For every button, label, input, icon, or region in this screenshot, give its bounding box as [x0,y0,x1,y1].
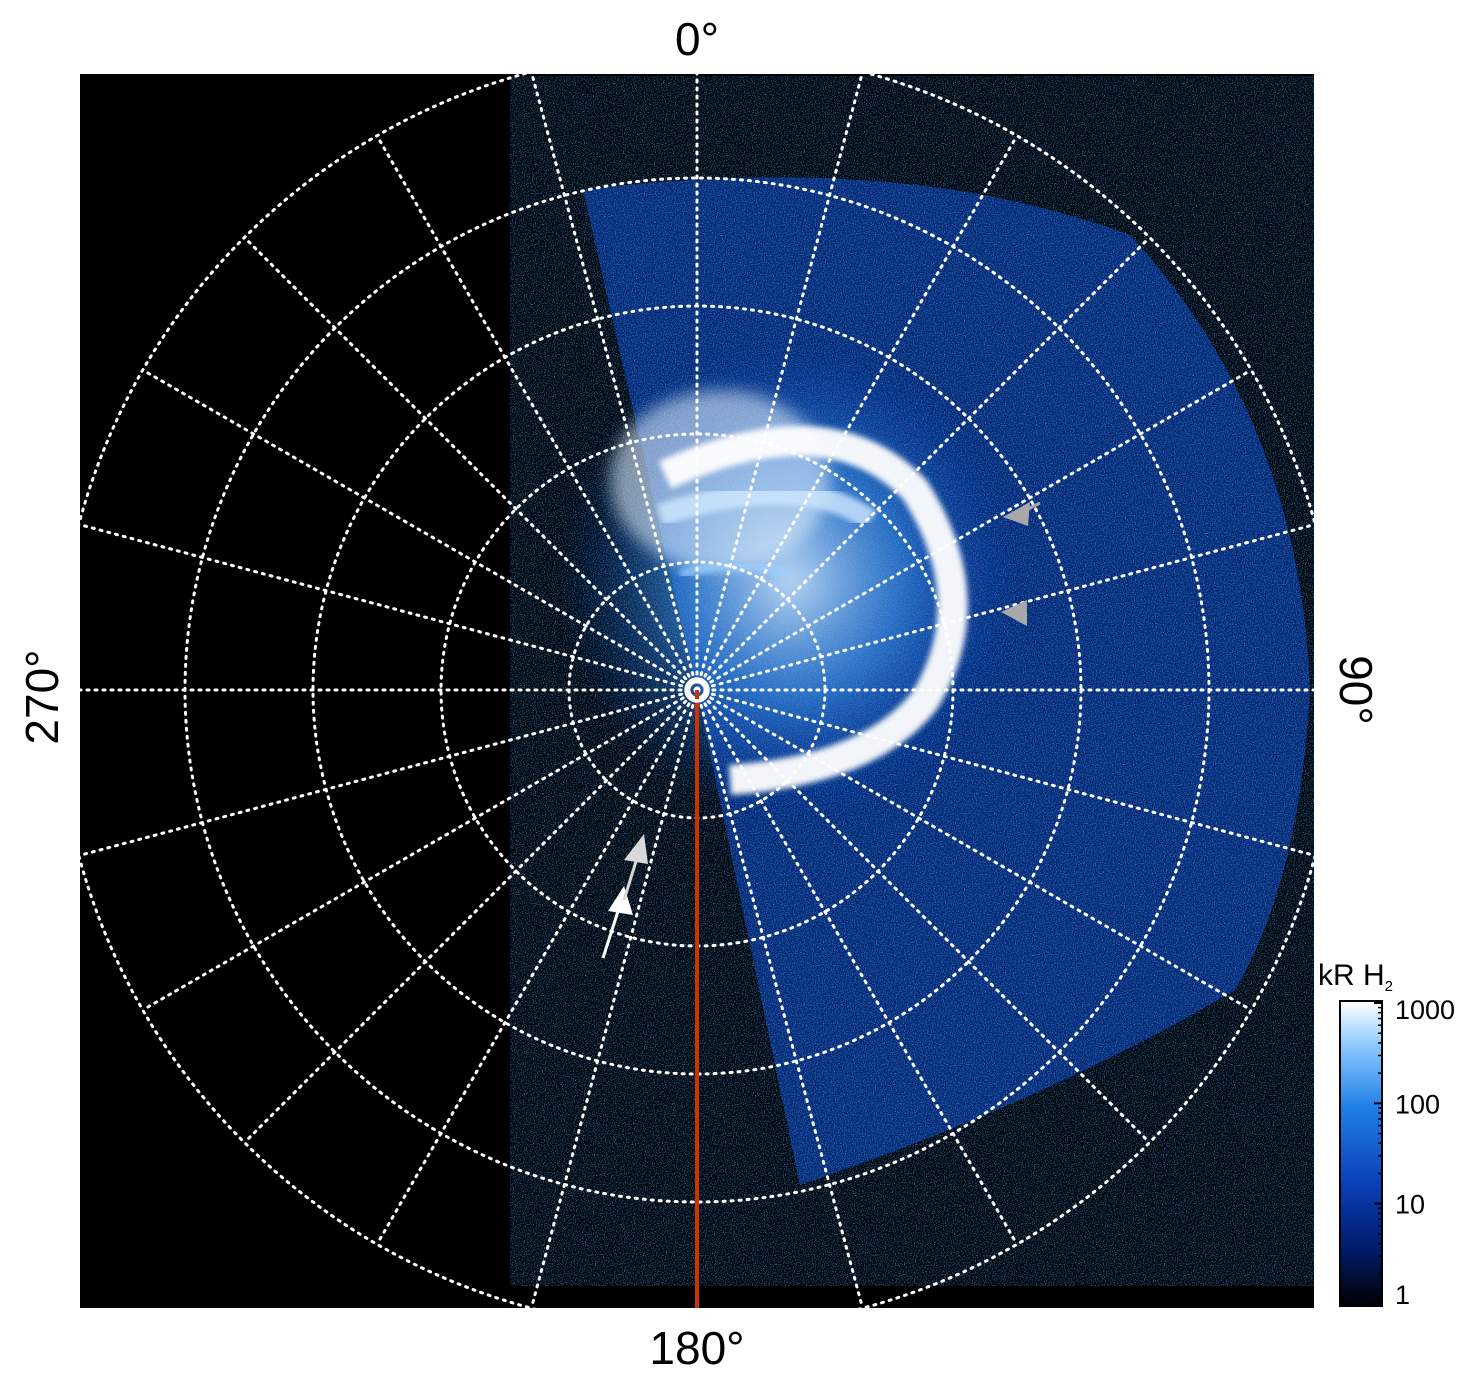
arrow-white [601,886,633,959]
colorbar-ticks: 1 10 100 1000 [1374,995,1455,1310]
colorbar-gradient [1339,1000,1383,1307]
grid-spoke-285 [80,523,699,692]
grid-spoke-150 [695,688,1019,1246]
grid-spoke-240 [141,688,699,1012]
pole-marker [684,677,710,703]
colorbar-tick-label-2: 100 [1395,1089,1440,1119]
arrow-light-gray [622,834,648,901]
grid-spoke-45 [695,235,1152,692]
colorbar-tick-label-1: 10 [1395,1190,1425,1220]
angle-label-left: 270° [16,649,68,744]
grid-spoke-30 [695,134,1019,692]
grid-spoke-60 [695,368,1253,692]
grid-spoke-210 [375,688,699,1246]
grid-spoke-225 [242,688,699,1145]
angle-label-top: 0° [675,13,719,65]
grid-spoke-255 [80,688,699,857]
grid-spoke-120 [695,688,1253,1012]
emission-layer [560,177,1310,1185]
arrow-gray-lower [1001,600,1027,626]
colorbar-title: kR H2 [1318,959,1393,995]
grid-spoke-315 [242,235,699,692]
grid-spoke-165 [695,688,865,1308]
grid-spoke-345 [530,74,699,692]
dawn-bright-region [610,390,830,570]
colorbar-tick-label-3: 1000 [1395,995,1455,1025]
secondary-arc [656,482,877,530]
colorbar-tick-label-0: 1 [1395,1280,1410,1310]
grid-spoke-300 [141,368,699,692]
grid-spoke-330 [375,134,699,692]
grid-spoke-15 [695,74,864,692]
angle-label-bottom: 180° [649,1322,744,1374]
grid-spoke-105 [695,688,1314,857]
grid-spoke-75 [695,523,1314,692]
inner-streak [678,560,792,580]
main-auroral-oval [658,425,968,795]
angle-label-right: 90° [1330,655,1382,725]
arrow-gray-upper [1003,501,1041,526]
grid-spoke-195 [529,688,699,1308]
grid-spoke-135 [695,688,1152,1145]
colorbar: kR H2 1 10 100 1000 [1318,959,1455,1310]
